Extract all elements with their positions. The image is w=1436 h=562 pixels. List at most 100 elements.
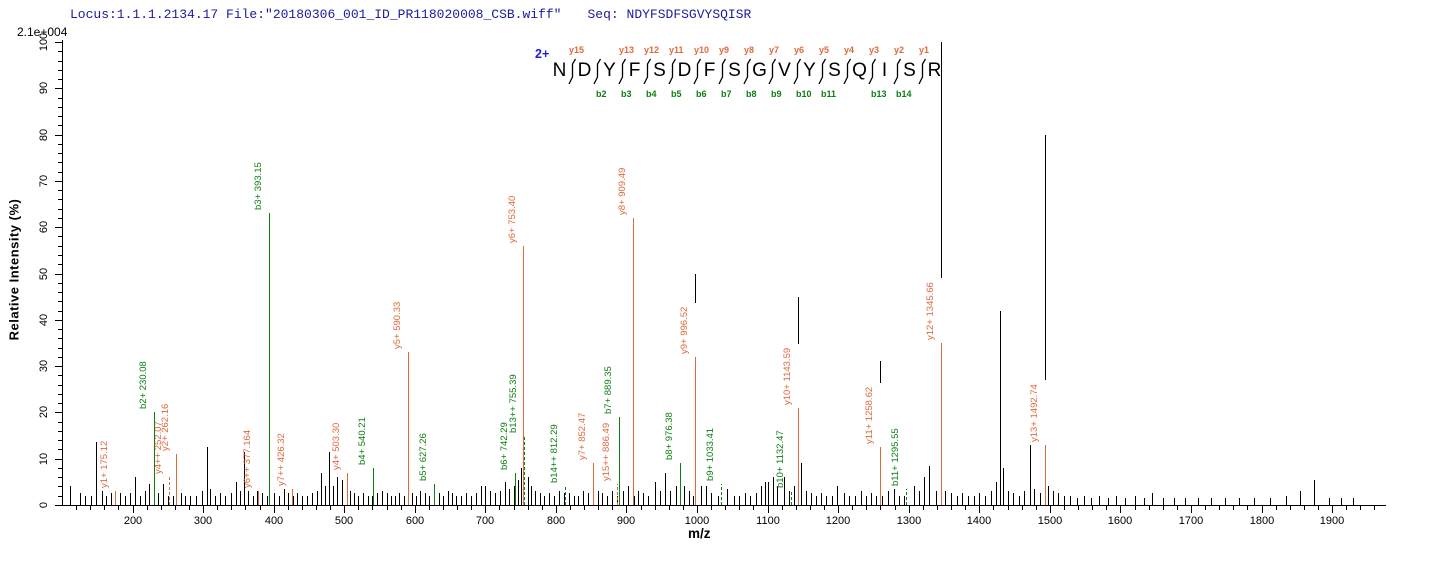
- y-tick: [55, 505, 62, 506]
- peak-label-b4p: b4+ 540.21: [357, 417, 368, 465]
- x-tick-label: 200: [123, 515, 143, 527]
- y-tick: [58, 468, 62, 469]
- noise-peak: [236, 482, 237, 505]
- x-tick: [1064, 506, 1065, 510]
- y-ion-label: y4: [844, 45, 855, 55]
- b-ion-label: b11: [821, 89, 837, 99]
- peak-label-y13p: y13+ 1492.74: [1029, 383, 1040, 442]
- noise-peak: [196, 496, 197, 505]
- b-ion-label: b14: [896, 89, 912, 99]
- x-tick: [316, 506, 317, 510]
- noise-peak: [837, 486, 838, 505]
- noise-peak: [1163, 498, 1164, 505]
- y-tick-label: 90: [38, 81, 50, 95]
- noise-peak: [962, 493, 963, 505]
- x-tick: [1346, 506, 1347, 510]
- y-tick: [58, 477, 62, 478]
- noise-peak: [1125, 498, 1126, 505]
- y-tick: [58, 172, 62, 173]
- x-tick: [429, 506, 430, 510]
- noise-peak: [806, 491, 807, 505]
- x-tick: [1219, 506, 1220, 510]
- fragment-divider: b2: [592, 57, 607, 99]
- x-tick-label: 700: [475, 515, 495, 527]
- x-tick: [584, 506, 585, 510]
- fragment-peak-b2p: [154, 412, 155, 505]
- b-ion-label: b13: [871, 89, 887, 99]
- noise-peak: [1254, 498, 1255, 505]
- fragment-peak-y4p: [347, 473, 348, 505]
- noise-peak: [481, 486, 482, 505]
- fragment-peak-b6p: [515, 473, 516, 505]
- y-tick: [58, 338, 62, 339]
- x-tick: [274, 506, 275, 513]
- fragment-divider: y12 b4: [642, 45, 659, 99]
- noise-peak: [1019, 496, 1020, 505]
- y-tick-label: 100: [38, 32, 50, 52]
- x-tick: [1191, 506, 1192, 513]
- y-tick: [58, 449, 62, 450]
- noise-peak: [1174, 498, 1175, 505]
- noise-peak: [220, 493, 221, 505]
- header-sequence: NDYFSDFSGVYSQISR: [626, 7, 752, 22]
- noise-peak: [387, 493, 388, 505]
- noise-peak: [765, 482, 766, 505]
- x-tick-label: 1200: [825, 515, 851, 527]
- fragment-peak-y4pp: [169, 477, 170, 505]
- x-tick: [1149, 506, 1150, 510]
- noise-peak: [929, 466, 930, 505]
- noise-peak: [951, 493, 952, 505]
- x-tick: [923, 506, 924, 510]
- fragment-peak-b10p: [791, 491, 792, 505]
- b-ion-label: b8: [746, 89, 757, 99]
- residue-letter: Y: [603, 60, 616, 81]
- peak-label-y2p: y2+ 262.16: [160, 403, 171, 452]
- peak-label-b3p: b3+ 393.15: [253, 162, 264, 211]
- noise-peak: [1239, 498, 1240, 505]
- noise-peak: [660, 491, 661, 505]
- fragment-divider: y7 b9: [767, 45, 782, 99]
- peak-label-y8p: y8+ 909.49: [617, 167, 628, 215]
- noise-peak: [919, 491, 920, 505]
- x-tick: [118, 506, 119, 510]
- residue-letter: Y: [803, 60, 816, 81]
- y-ion-label: y13: [619, 45, 635, 55]
- x-tick: [838, 506, 839, 513]
- y-tick: [58, 311, 62, 312]
- noise-peak: [284, 489, 285, 505]
- x-tick: [852, 506, 853, 510]
- noise-peak: [297, 493, 298, 505]
- noise-peak: [598, 491, 599, 505]
- fragment-divider: y11 b5: [667, 45, 684, 99]
- y-tick: [55, 320, 62, 321]
- peak-label-b11p: b11+ 1295.55: [890, 428, 901, 486]
- x-tick: [217, 506, 218, 510]
- noise-peak: [130, 493, 131, 505]
- x-tick: [76, 506, 77, 510]
- noise-peak: [420, 491, 421, 505]
- residue-letter: F: [628, 60, 641, 81]
- noise-peak: [416, 496, 417, 505]
- noise-peak: [768, 482, 769, 505]
- noise-peak: [429, 496, 430, 505]
- noise-peak: [612, 491, 613, 505]
- x-tick: [104, 506, 105, 510]
- y-tick: [58, 236, 62, 237]
- x-tick: [147, 506, 148, 510]
- x-tick: [203, 506, 204, 513]
- x-tick: [993, 506, 994, 510]
- noise-peak: [554, 496, 555, 505]
- x-tick: [542, 506, 543, 510]
- residue-letter: S: [653, 60, 666, 81]
- noise-peak: [1000, 311, 1001, 505]
- noise-peak: [321, 473, 322, 505]
- x-tick: [909, 506, 910, 513]
- noise-peak: [826, 496, 827, 505]
- x-tick-label: 800: [546, 515, 566, 527]
- noise-peak: [399, 493, 400, 505]
- y-tick: [58, 431, 62, 432]
- y-tick: [58, 329, 62, 330]
- noise-peak: [602, 493, 603, 505]
- noise-peak: [1008, 491, 1009, 505]
